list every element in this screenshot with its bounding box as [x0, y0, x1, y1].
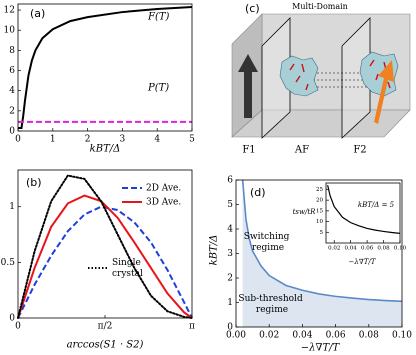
- series-label: P(T): [147, 83, 169, 94]
- y-tick-label: 10: [316, 219, 323, 225]
- region-label: F2: [353, 145, 366, 156]
- diagram: (c) Multi-Domain F1 AF F2: [231, 2, 411, 156]
- x-axis-label: kBT/Δ: [90, 144, 121, 155]
- x-tick-label: 1: [50, 135, 56, 145]
- x-tick-label: 4: [154, 135, 160, 145]
- y-tick-label: 4: [9, 86, 15, 96]
- x-tick-label: 0.02: [328, 246, 340, 252]
- x-tick-label: 0.02: [259, 331, 279, 341]
- y-tick-label: 4: [227, 225, 233, 235]
- y-tick-label: 6: [9, 66, 15, 76]
- y-axis-label: kBT/Δ: [209, 235, 220, 266]
- panel-label: (b): [26, 176, 42, 189]
- domain-wall: [261, 17, 291, 139]
- x-tick-label: 0.10: [394, 246, 407, 252]
- y-tick-label: 10: [4, 26, 16, 36]
- series-line: [18, 6, 193, 129]
- arrow-f1: [238, 54, 258, 118]
- x-axis-label: arccos(S1 · S2): [67, 340, 144, 351]
- x-tick-label: 0.04: [292, 331, 312, 341]
- y-tick-label: 5: [227, 200, 233, 210]
- annotation: Sub-threshold regime: [238, 294, 305, 315]
- legend-label: 3D Ave.: [146, 198, 181, 208]
- x-tick-label: π/2: [98, 322, 113, 332]
- panel-label: (d): [250, 186, 266, 199]
- x-tick-label: 0.10: [392, 331, 412, 341]
- y-tick-label: 5: [320, 230, 324, 236]
- legend-label: Single crystal: [112, 258, 144, 279]
- region-label: AF: [294, 145, 309, 156]
- domain-wall: [341, 17, 371, 139]
- x-tick-label: π: [189, 322, 195, 332]
- panel-label: (a): [30, 7, 45, 20]
- plot-area: [18, 4, 192, 131]
- arrow-f2: [374, 60, 394, 124]
- x-tick-label: 0.04: [345, 246, 358, 252]
- annotation: Switching regime: [244, 232, 293, 253]
- x-axis-label: −λ∇T/T: [301, 343, 341, 354]
- x-tick-label: 2: [85, 135, 91, 145]
- panel-label: (c): [245, 2, 260, 15]
- x-tick-label: 0.08: [359, 331, 379, 341]
- y-tick-label: 20: [316, 198, 323, 204]
- x-axis-label: −λ∇T/T: [349, 258, 377, 266]
- y-axis-label: tsw/tR: [293, 208, 317, 216]
- x-tick-label: 0.06: [361, 246, 374, 252]
- y-tick-label: 0: [9, 314, 15, 324]
- x-tick-label: 0.00: [226, 331, 246, 341]
- y-tick-label: 1: [227, 298, 233, 308]
- annotation: kBT/Δ = 5: [358, 201, 395, 209]
- plot-frame: [17, 3, 193, 132]
- y-tick-label: 8: [9, 46, 15, 56]
- series-line: [17, 205, 193, 319]
- x-tick-label: 3: [120, 135, 126, 145]
- x-tick-label: 0.06: [326, 331, 346, 341]
- y-tick-label: 15: [316, 208, 323, 214]
- y-tick-label: 0: [227, 323, 233, 333]
- x-tick-label: 0: [15, 135, 21, 145]
- plot-area: [18, 170, 192, 318]
- x-tick-label: 0: [15, 322, 21, 332]
- y-tick-label: 12: [4, 6, 15, 16]
- y-tick-label: 0.5: [1, 258, 16, 268]
- diagram-title: Multi-Domain: [292, 2, 348, 11]
- y-tick-label: 6: [227, 176, 233, 186]
- plot-frame: [325, 182, 401, 244]
- bottom-face: [231, 109, 411, 138]
- series-label: F(T): [147, 12, 170, 23]
- plot-area: [326, 183, 400, 243]
- series-line: [17, 174, 193, 319]
- y-tick-label: 1: [9, 202, 15, 212]
- region-label: F1: [242, 145, 255, 156]
- y-tick-label: 3: [227, 249, 233, 259]
- area: [242, 180, 402, 327]
- series-line: [17, 194, 193, 319]
- y-tick-label: 2: [9, 106, 15, 116]
- y-tick-label: 2: [227, 274, 233, 284]
- x-tick-label: 5: [189, 135, 195, 145]
- series-line: [241, 179, 403, 303]
- y-tick-label: 25: [316, 187, 323, 193]
- y-tick-label: 0: [9, 127, 15, 137]
- legend-label: 2D Ave.: [146, 184, 181, 194]
- x-tick-label: 0.08: [377, 246, 390, 252]
- series-line: [327, 185, 401, 234]
